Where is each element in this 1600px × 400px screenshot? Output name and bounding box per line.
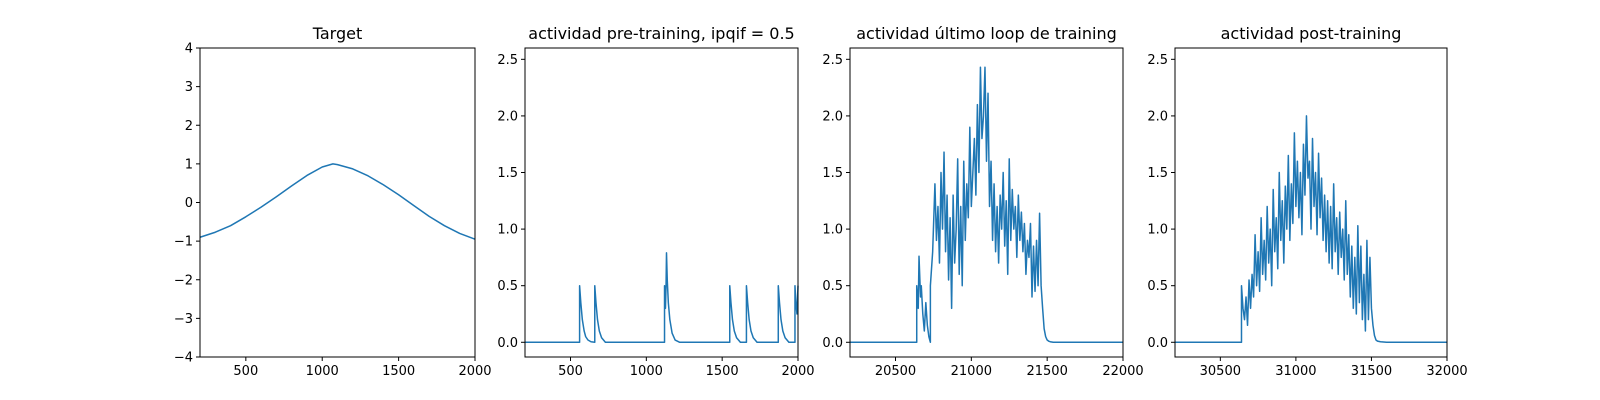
y-tick-label: 0.5	[497, 279, 518, 294]
x-tick-label: 30500	[1200, 364, 1241, 379]
x-tick-label: 21000	[951, 364, 992, 379]
x-tick-label: 1500	[706, 364, 739, 379]
y-tick-label: 1.5	[497, 166, 518, 181]
subplot-3: 20500 21000 21500 22000 0.0 0.5 1.0 1.5 2.0 2.5 ac…	[822, 24, 1143, 379]
y-tick-label: −1	[174, 235, 193, 250]
series-line	[1175, 115, 1447, 344]
axes-frame	[1174, 47, 1448, 358]
y-tick-label: 0.0	[822, 336, 843, 351]
y-tick-label: 0.0	[497, 336, 518, 351]
y-tick-label: 2.5	[1147, 53, 1168, 68]
axes-frame	[524, 47, 799, 358]
subplot-4: 30500 31000 31500 32000 0.0 0.5 1.0 1.5 2.0 2.5 ac…	[1147, 24, 1467, 379]
y-tick-label: 2.5	[822, 53, 843, 68]
x-tick-label: 20500	[875, 364, 916, 379]
subplot-title: actividad post-training	[1221, 24, 1402, 43]
y-tick-label: 1.0	[822, 223, 843, 238]
series-line	[525, 252, 799, 344]
x-tick-label: 2000	[458, 364, 491, 379]
y-tick-label: 2.0	[822, 109, 843, 124]
y-tick-label: −4	[174, 351, 193, 366]
x-tick-label: 2000	[781, 364, 814, 379]
y-tick-label: 0.0	[1147, 336, 1168, 351]
x-tick-label: 31500	[1351, 364, 1392, 379]
subplot-title: actividad pre-training, ipqif = 0.5	[528, 24, 794, 43]
x-tick-label: 32000	[1426, 364, 1467, 379]
series-line	[199, 163, 476, 240]
y-tick-label: 2.0	[1147, 109, 1168, 124]
x-tick-label: 500	[233, 364, 258, 379]
y-tick-label: 1.0	[1147, 223, 1168, 238]
x-tick-label: 31000	[1275, 364, 1316, 379]
y-tick-label: 0	[185, 196, 193, 211]
y-tick-label: 0.5	[1147, 279, 1168, 294]
subplot-1: 500 1000 1500 2000 −4 −3 −2 −1 0 1 2 3 4 Target	[174, 24, 492, 379]
y-tick-label: 0.5	[822, 279, 843, 294]
y-tick-label: 1	[185, 157, 193, 172]
y-tick-label: 2	[185, 119, 193, 134]
x-tick-label: 1000	[630, 364, 663, 379]
y-tick-label: 3	[185, 80, 193, 95]
y-tick-label: 1.5	[1147, 166, 1168, 181]
x-tick-label: 21500	[1026, 364, 1067, 379]
x-tick-label: 1500	[382, 364, 415, 379]
y-tick-label: 2.5	[497, 53, 518, 68]
x-tick-label: 22000	[1102, 364, 1143, 379]
y-tick-label: 4	[185, 42, 193, 57]
y-tick-label: −2	[174, 273, 193, 288]
x-tick-label: 500	[558, 364, 583, 379]
series-line	[850, 66, 1123, 344]
axes-frame	[849, 47, 1124, 358]
axes-frame	[199, 47, 476, 358]
x-tick-label: 1000	[306, 364, 339, 379]
subplot-title: actividad último loop de training	[856, 24, 1117, 43]
y-tick-label: 1.0	[497, 223, 518, 238]
y-tick-label: 1.5	[822, 166, 843, 181]
y-tick-label: −3	[174, 312, 193, 327]
subplot-2: 500 1000 1500 2000 0.0 0.5 1.0 1.5 2.0 2.5 activid…	[497, 24, 814, 379]
subplot-title: Target	[312, 24, 363, 43]
y-tick-label: 2.0	[497, 109, 518, 124]
